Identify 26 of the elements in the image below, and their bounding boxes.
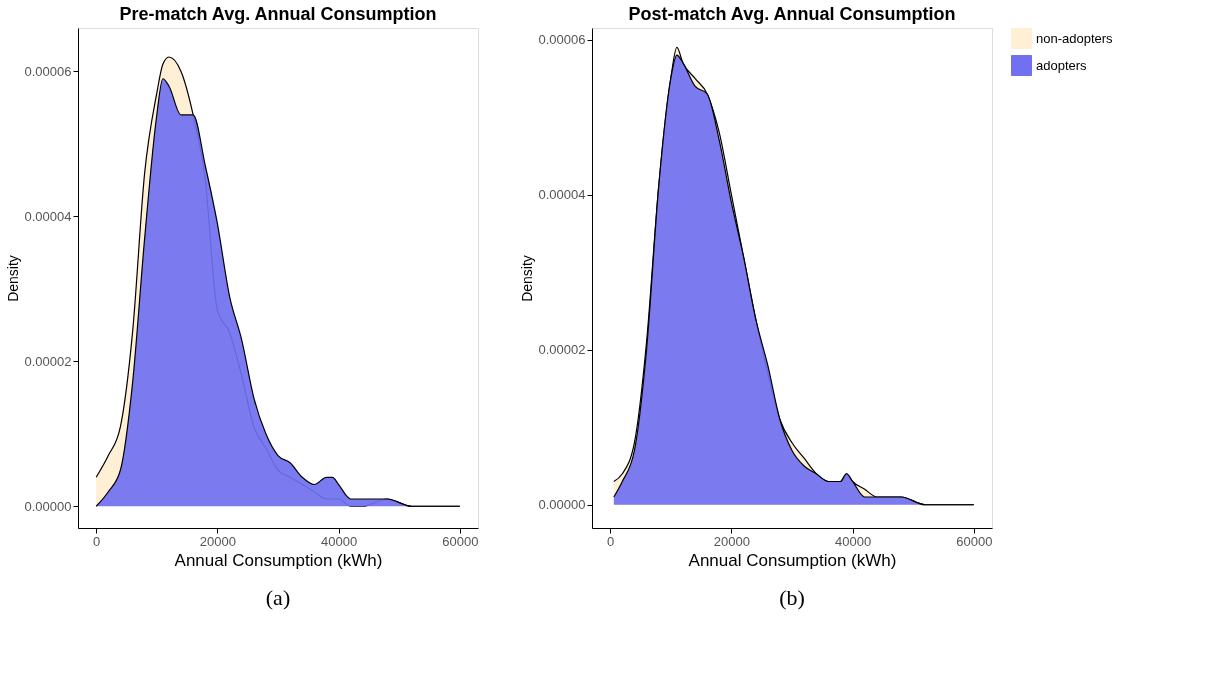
x-tick-label: 0 <box>93 533 101 549</box>
x-axis-title: Annual Consumption (kWh) <box>688 550 897 570</box>
x-axis-title: Annual Consumption (kWh) <box>174 550 383 570</box>
chart-title: Pre-match Avg. Annual Consumption <box>119 4 437 24</box>
y-tick-label: 0.00006 <box>24 63 72 79</box>
y-tick-label: 0.00000 <box>538 497 586 513</box>
chart-title: Post-match Avg. Annual Consumption <box>628 4 956 24</box>
y-axis-title: Density <box>4 255 21 302</box>
x-tick-label: 60000 <box>442 533 479 549</box>
y-tick-label: 0.00002 <box>538 342 586 358</box>
legend-label: adopters <box>1036 57 1088 73</box>
y-tick-label: 0.00004 <box>538 187 586 203</box>
x-tick-label: 40000 <box>835 533 872 549</box>
legend-label: non-adopters <box>1036 30 1114 46</box>
y-tick-label: 0.00000 <box>24 498 72 514</box>
y-axis-title: Density <box>518 255 535 302</box>
x-tick-label: 40000 <box>321 533 358 549</box>
text: (b) <box>779 585 805 610</box>
y-tick-label: 0.00006 <box>538 32 586 48</box>
x-tick-label: 20000 <box>199 533 236 549</box>
text: (a) <box>265 585 291 610</box>
x-tick-label: 60000 <box>956 533 993 549</box>
x-tick-label: 20000 <box>713 533 750 549</box>
y-tick-label: 0.00004 <box>24 208 72 224</box>
x-tick-label: 0 <box>607 533 615 549</box>
y-tick-label: 0.00002 <box>24 353 72 369</box>
